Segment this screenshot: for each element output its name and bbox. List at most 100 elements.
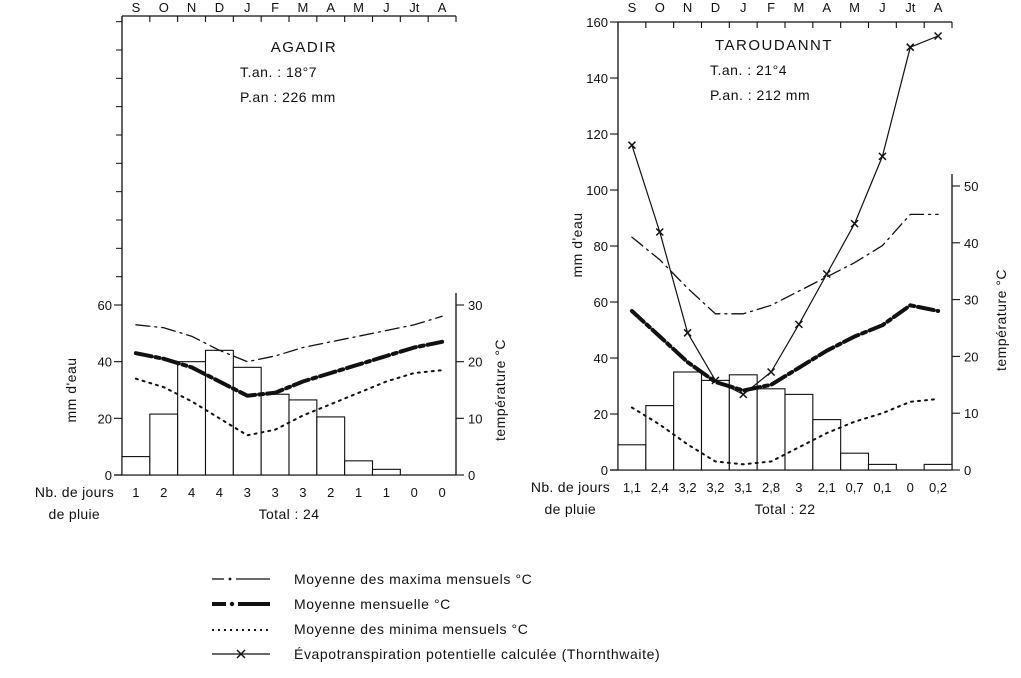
rain-bar [121, 456, 151, 476]
mean-line [629, 303, 941, 393]
rain-days-value: 2 [160, 485, 167, 500]
maxima-line [135, 315, 443, 363]
month-label: D [711, 0, 720, 15]
rain-days-value: 3,1 [734, 480, 752, 495]
rain-days-value: 0 [411, 485, 418, 500]
rain-days-total: Total : 24 [259, 506, 320, 522]
legend-label: Moyenne des maxima mensuels °C [294, 570, 533, 587]
y-tick-label: 80 [594, 239, 608, 254]
legend-item-mean: Moyenne mensuelle °C [210, 591, 830, 616]
minima-line [134, 369, 444, 437]
y2-tick-label: 0 [468, 468, 475, 483]
y-tick-label: 60 [98, 298, 112, 313]
rain-bar [784, 393, 814, 471]
y-tick-label: 160 [586, 15, 608, 30]
y-axis-label: mm d'eau [569, 212, 585, 277]
month-label: S [628, 0, 637, 15]
month-label: N [683, 0, 692, 15]
legend-item-minima: Moyenne des minima mensuels °C [210, 616, 830, 641]
rain-days-value: 0 [907, 480, 914, 495]
rain-bar [232, 366, 262, 476]
month-label: J [740, 0, 747, 15]
rain-days-value: 0,2 [929, 480, 947, 495]
station-stat: P.an. : 212 mm [710, 87, 810, 103]
legend-item-etp: Évapotranspiration potentielle calculée … [210, 641, 830, 666]
rain-days-value: 3 [244, 485, 251, 500]
rain-days-label: Nb. de jours [531, 479, 610, 495]
rain-days-value: 3 [795, 480, 802, 495]
rain-days-value: 1 [355, 485, 362, 500]
month-label: M [793, 0, 804, 15]
y-tick-label: 40 [594, 351, 608, 366]
legend-swatch-cross [212, 649, 270, 658]
legend-swatch-thick [212, 601, 270, 606]
y2-tick-label: 50 [964, 179, 978, 194]
mean-line [133, 339, 445, 398]
month-label: M [297, 0, 308, 15]
y-tick-label: 0 [105, 468, 112, 483]
legend-label: Moyenne mensuelle °C [294, 595, 451, 612]
rain-bar [673, 371, 703, 471]
rain-days-value: 3 [299, 485, 306, 500]
rain-days-label-2: de pluie [545, 501, 596, 517]
month-label: A [326, 0, 335, 15]
y2-tick-label: 40 [964, 236, 978, 251]
etp-line [631, 35, 939, 395]
rain-days-value: 3,2 [679, 480, 697, 495]
etp-point [878, 152, 887, 161]
y2-axis-label: température °C [492, 339, 508, 441]
month-label: F [271, 0, 279, 15]
rain-bar [371, 468, 401, 476]
rain-days-value: 2,1 [818, 480, 836, 495]
y-tick-label: 0 [601, 463, 608, 478]
rain-bar [645, 405, 675, 471]
rain-days-value: 3 [271, 485, 278, 500]
etp-point [794, 320, 803, 329]
rain-days-value: 0,7 [846, 480, 864, 495]
y2-tick-label: 0 [964, 463, 971, 478]
rain-days-value: 0 [438, 485, 445, 500]
rain-bar [923, 463, 953, 471]
y-tick-label: 20 [98, 411, 112, 426]
rain-bar [316, 416, 346, 476]
etp-point [683, 328, 692, 337]
rain-days-label: Nb. de jours [35, 484, 114, 500]
y2-tick-label: 10 [964, 406, 978, 421]
month-label: Jt [905, 0, 916, 15]
month-label: N [187, 0, 196, 15]
station-title: AGADIR [271, 39, 338, 56]
y2-tick-label: 30 [468, 298, 482, 313]
month-label: A [822, 0, 831, 15]
rain-days-value: 1 [383, 485, 390, 500]
rain-bar [204, 349, 234, 476]
station-stat: T.an. : 18°7 [240, 64, 317, 80]
etp-point [739, 390, 748, 399]
etp-point [655, 227, 664, 237]
month-label: D [215, 0, 224, 15]
rain-days-value: 2,4 [651, 480, 669, 495]
rain-bar [700, 379, 730, 471]
y-tick-label: 20 [594, 407, 608, 422]
month-label: O [655, 0, 665, 15]
rain-days-value: 3,2 [706, 480, 724, 495]
y-tick-label: 100 [586, 183, 608, 198]
month-label: Jt [409, 0, 420, 15]
y-tick-label: 40 [98, 355, 112, 370]
rain-bar [840, 452, 870, 471]
rain-bar [756, 388, 786, 471]
rain-days-total: Total : 22 [755, 501, 816, 517]
y2-tick-label: 10 [468, 411, 482, 426]
rain-bar [812, 419, 842, 471]
rain-bar [260, 393, 290, 476]
rain-days-value: 1 [132, 485, 139, 500]
month-label: J [879, 0, 886, 15]
month-label: A [934, 0, 943, 15]
rain-bar [177, 361, 207, 476]
etp-point [767, 367, 776, 377]
rain-days-value: 4 [216, 485, 223, 500]
legend-label: Moyenne des minima mensuels °C [294, 620, 529, 637]
etp-point [711, 376, 720, 385]
minima-line [630, 398, 940, 466]
